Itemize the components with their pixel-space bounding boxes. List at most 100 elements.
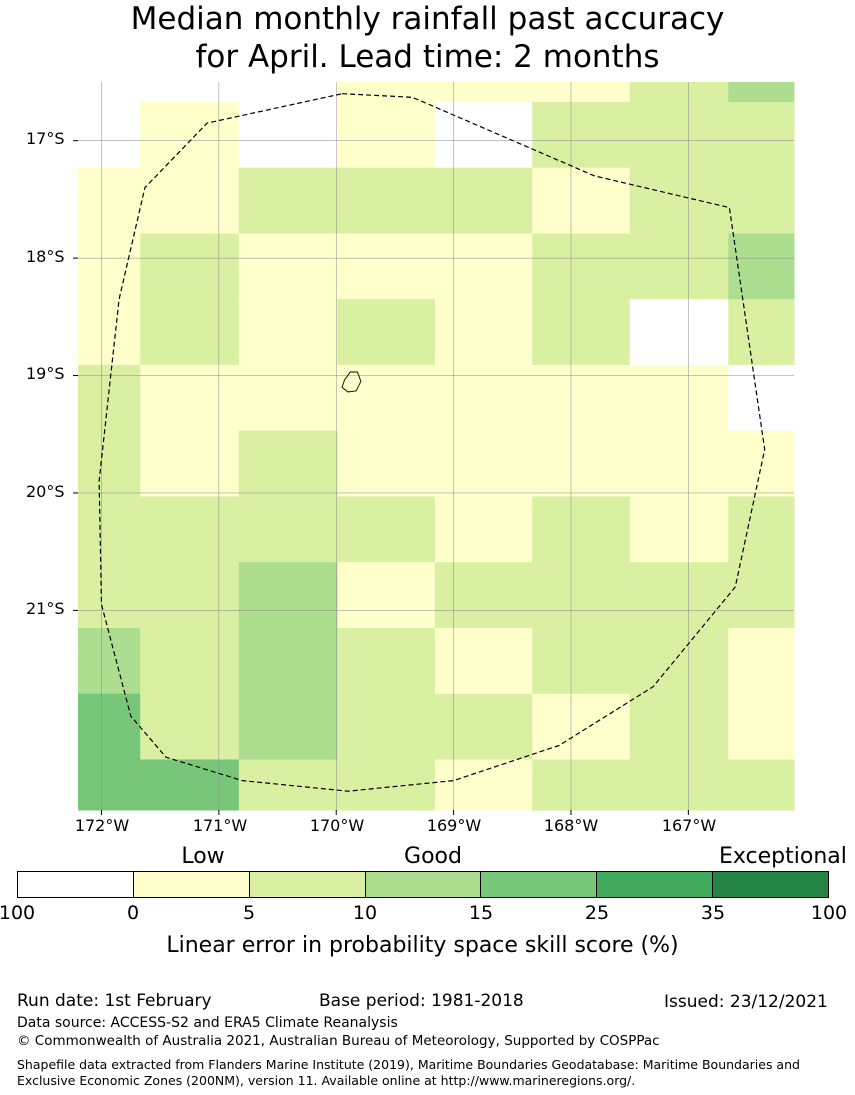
- grid-cell: [629, 562, 729, 629]
- grid-cell: [78, 101, 141, 169]
- grid-cell: [629, 496, 729, 563]
- grid-cell: [532, 364, 631, 432]
- base-period: Base period: 1981-2018: [319, 991, 524, 1011]
- lat-label-20s: 20°S: [26, 482, 65, 501]
- grid-cell: [532, 430, 631, 497]
- grid-cell: [532, 299, 631, 366]
- map-title-line1: Median monthly rainfall past accuracy: [130, 1, 725, 37]
- grid-cell: [629, 693, 729, 761]
- grid-cell: [532, 167, 631, 234]
- colorbar-tick: 10: [352, 902, 378, 924]
- grid-cell: [238, 101, 338, 169]
- grid-cell: [140, 167, 240, 234]
- grid-cell: [728, 364, 795, 432]
- grid-cell: [728, 299, 795, 366]
- colorbar-tick: 100: [0, 902, 36, 924]
- grid-cell: [78, 299, 141, 366]
- grid-cell: [78, 430, 141, 497]
- grid-cell: [532, 101, 631, 169]
- grid-cell: [78, 693, 141, 761]
- grid-cell: [434, 496, 533, 563]
- grid-cell: [238, 167, 338, 234]
- grid-cell: [532, 759, 631, 811]
- grid-cell: [728, 693, 795, 761]
- grid-cell: [434, 233, 533, 300]
- legend-category-good: Good: [404, 844, 462, 869]
- grid-cell: [532, 628, 631, 695]
- lon-label-169w: 169°W: [426, 816, 482, 835]
- colorbar-tick: 25: [584, 902, 610, 924]
- lat-label-21s: 21°S: [26, 599, 65, 618]
- grid-cell: [434, 562, 533, 629]
- grid-cell: [238, 693, 338, 761]
- lat-label-19s: 19°S: [26, 364, 65, 383]
- grid-cell: [337, 364, 436, 432]
- colorbar-tick: 35: [700, 902, 726, 924]
- skill-score-map: [73, 82, 795, 815]
- grid-cell: [337, 628, 436, 695]
- lon-label-167w: 167°W: [661, 816, 717, 835]
- grid-cell: [140, 233, 240, 300]
- grid-cell: [238, 496, 338, 563]
- map-title: Median monthly rainfall past accuracy fo…: [0, 0, 855, 76]
- grid-cell: [238, 562, 338, 629]
- grid-cell: [337, 167, 436, 234]
- legend-category-low: Low: [181, 844, 225, 869]
- grid-cell: [78, 82, 141, 103]
- grid-cell: [238, 299, 338, 366]
- grid-cell: [629, 101, 729, 169]
- grid-cell: [337, 101, 436, 169]
- issued-date: Issued: 23/12/2021: [664, 992, 828, 1012]
- grid-cell: [337, 759, 436, 811]
- lon-label-168w: 168°W: [543, 816, 599, 835]
- grid-cell: [728, 628, 795, 695]
- grid-cell: [728, 759, 795, 811]
- grid-cell: [532, 496, 631, 563]
- colorbar-tick: 15: [468, 902, 494, 924]
- grid-cell: [629, 299, 729, 366]
- grid-cell: [140, 628, 240, 695]
- grid-cell: [434, 430, 533, 497]
- run-date: Run date: 1st February: [17, 991, 212, 1011]
- lon-label-171w: 171°W: [192, 816, 248, 835]
- colorbar: [17, 871, 829, 898]
- eez-boundary: [98, 93, 766, 792]
- grid-cell: [532, 233, 631, 300]
- grid-cell: [78, 167, 141, 234]
- grid-cell: [140, 693, 240, 761]
- grid-cell: [728, 233, 795, 300]
- grid-cell: [238, 364, 338, 432]
- grid-cell: [629, 82, 729, 103]
- grid-cell: [434, 364, 533, 432]
- grid-cell: [629, 759, 729, 811]
- grid-cell: [238, 233, 338, 300]
- grid-cell: [434, 693, 533, 761]
- grid-cell: [140, 496, 240, 563]
- grid-cell: [238, 430, 338, 497]
- grid-cell: [238, 759, 338, 811]
- colorbar-tick: 5: [242, 902, 256, 924]
- grid-cell: [434, 299, 533, 366]
- data-source: Data source: ACCESS-S2 and ERA5 Climate …: [17, 1015, 398, 1031]
- colorbar-segment: [133, 872, 250, 897]
- grid-cell: [78, 233, 141, 300]
- grid-cell: [337, 562, 436, 629]
- grid-cell: [140, 299, 240, 366]
- grid-cell: [140, 82, 240, 103]
- grid-cell: [434, 82, 533, 103]
- colorbar-segment: [597, 872, 714, 897]
- colorbar-segment: [249, 872, 366, 897]
- grid-cell: [140, 562, 240, 629]
- grid-cell: [532, 693, 631, 761]
- grid-cell: [140, 101, 240, 169]
- grid-cell: [629, 364, 729, 432]
- grid-cell: [629, 167, 729, 234]
- colorbar-tick: 0: [126, 902, 140, 924]
- colorbar-segment: [713, 872, 829, 897]
- grid-cell: [78, 496, 141, 563]
- grid-cell: [434, 628, 533, 695]
- grid-cell: [337, 299, 436, 366]
- grid-cell: [337, 233, 436, 300]
- grid-cell: [728, 101, 795, 169]
- grid-cell: [728, 82, 795, 103]
